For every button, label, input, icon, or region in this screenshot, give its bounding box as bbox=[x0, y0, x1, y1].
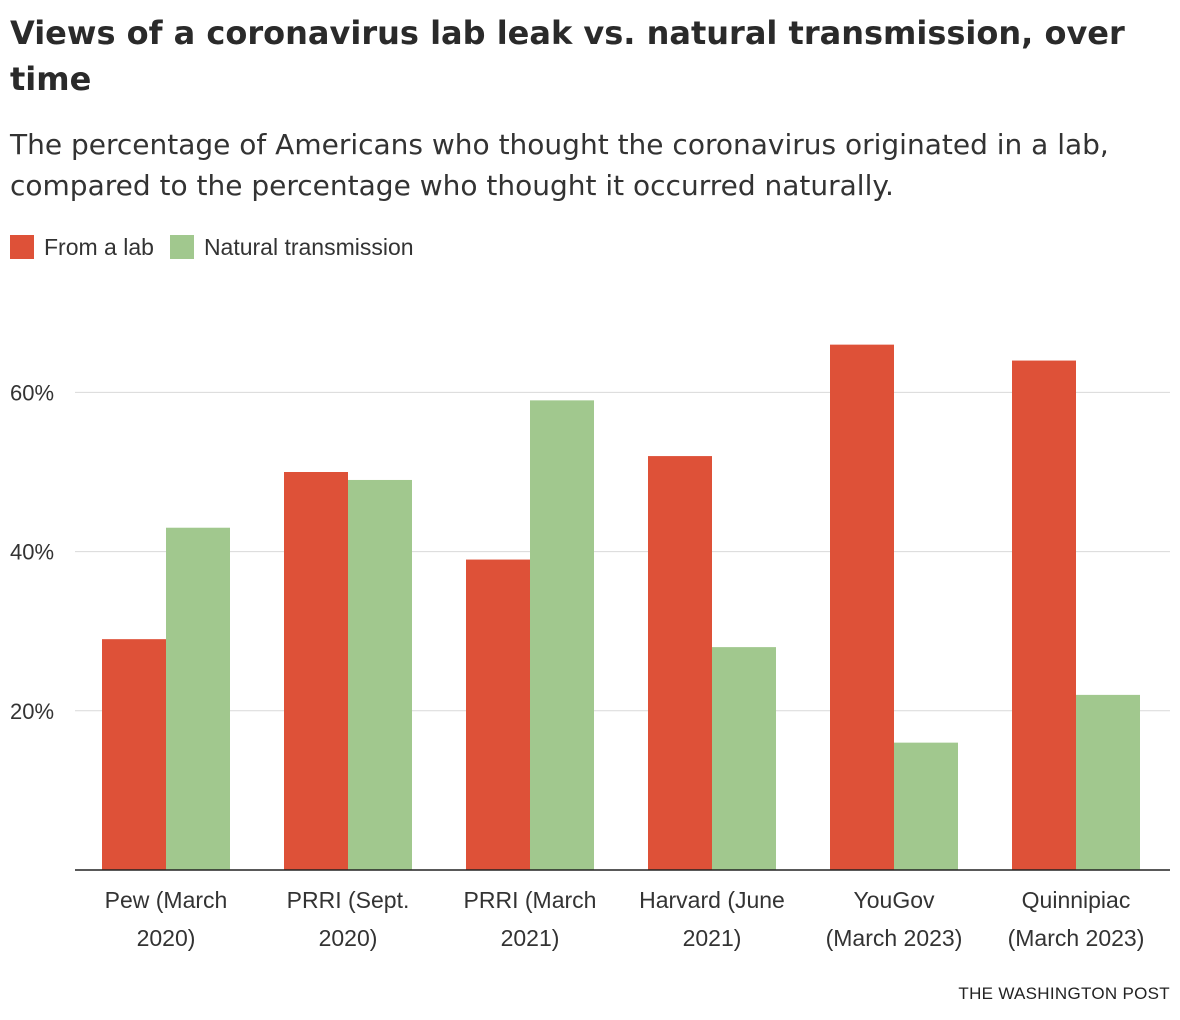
legend-swatch-natural-transmission bbox=[169, 235, 194, 259]
y-tick-label: 40% bbox=[10, 540, 54, 565]
x-tick-label: (March 2023) bbox=[826, 925, 963, 951]
bar-chart: 20% 40% 60% Pew (March 2020) PRRI (Sept. 2020)… bbox=[10, 344, 1170, 951]
y-tick-label: 20% bbox=[10, 699, 54, 724]
x-tick-label: 2020) bbox=[137, 925, 196, 951]
bar-natural-transmission bbox=[1076, 694, 1140, 870]
bar-from-a-lab bbox=[466, 559, 530, 870]
x-tick-label: Harvard (June bbox=[639, 887, 785, 913]
bar-natural-transmission bbox=[894, 742, 958, 870]
legend-swatch-from-a-lab bbox=[10, 235, 34, 259]
bar-natural-transmission bbox=[166, 527, 230, 870]
x-tick-label: YouGov bbox=[854, 887, 935, 913]
legend: From a lab Natural transmission bbox=[10, 230, 430, 264]
x-tick-label: 2021) bbox=[501, 925, 560, 951]
x-tick-label: PRRI (March bbox=[464, 887, 597, 913]
legend-item-from-a-lab: From a lab bbox=[10, 234, 154, 261]
x-tick-label: Pew (March bbox=[105, 887, 228, 913]
legend-item-natural-transmission: Natural transmission bbox=[169, 233, 414, 261]
bar-natural-transmission bbox=[348, 479, 412, 870]
bar-from-a-lab bbox=[648, 456, 712, 870]
bar-natural-transmission bbox=[530, 400, 594, 870]
legend-label-natural-transmission: Natural transmission bbox=[203, 233, 414, 260]
bar-natural-transmission bbox=[712, 647, 776, 870]
legend-label-from-a-lab: From a lab bbox=[44, 233, 154, 260]
x-tick-label: Quinnipiac bbox=[1022, 887, 1131, 913]
bar-from-a-lab bbox=[102, 639, 166, 870]
bar-from-a-lab bbox=[1012, 360, 1076, 870]
bar-from-a-lab bbox=[284, 472, 348, 870]
x-tick-label: 2020) bbox=[319, 925, 378, 951]
bar-from-a-lab bbox=[830, 344, 894, 870]
x-tick-label: (March 2023) bbox=[1008, 925, 1145, 951]
x-tick-label: PRRI (Sept. bbox=[287, 887, 410, 913]
chart-title: Views of a coronavirus lab leak vs. natu… bbox=[10, 14, 1125, 98]
y-tick-label: 60% bbox=[10, 380, 54, 405]
x-tick-label: 2021) bbox=[683, 925, 742, 951]
chart-subtitle: The percentage of Americans who thought … bbox=[10, 128, 1109, 202]
source-credit: THE WASHINGTON POST bbox=[958, 984, 1170, 1003]
